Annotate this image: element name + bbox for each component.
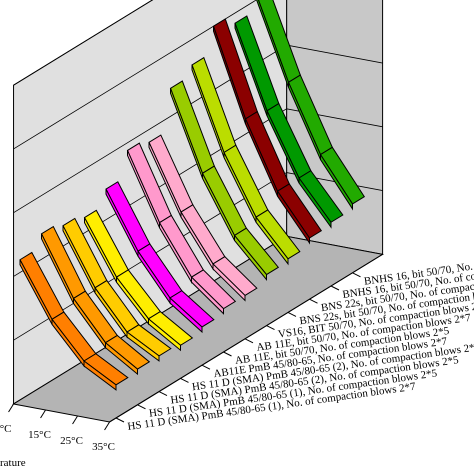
x-tick-label: 15°C bbox=[28, 429, 51, 441]
grid-line bbox=[13, 0, 257, 150]
z-tick-mark bbox=[158, 391, 168, 397]
x-tick-mark bbox=[72, 415, 78, 425]
series-ribbon bbox=[105, 181, 215, 334]
series-ribbon bbox=[83, 209, 194, 352]
ribbon-edge bbox=[169, 296, 203, 334]
ribbon-edge bbox=[126, 331, 160, 362]
series-ribbon bbox=[169, 80, 280, 282]
x-tick-mark bbox=[40, 409, 46, 419]
x-tick-label: °C bbox=[0, 423, 11, 435]
x-tick-labels: °C 15°C 25°C 35°C bbox=[0, 403, 115, 453]
series-ribbon bbox=[191, 56, 301, 266]
x-tick-mark bbox=[8, 403, 14, 413]
series-ribbon bbox=[19, 251, 129, 391]
z-tick-mark bbox=[180, 377, 189, 383]
series-ribbon bbox=[256, 0, 366, 211]
grid-line bbox=[13, 0, 154, 86]
x-tick-label: 25°C bbox=[60, 435, 83, 447]
depth-axis bbox=[109, 253, 383, 423]
grid-line bbox=[13, 108, 383, 277]
z-tick-mark bbox=[266, 325, 275, 331]
z-tick-mark bbox=[201, 364, 211, 370]
ribbon-edge bbox=[298, 176, 332, 229]
ribbon-edge bbox=[320, 152, 353, 211]
x-tick-mark bbox=[104, 421, 110, 431]
series-ribbon bbox=[62, 217, 172, 362]
x-axis-label: rature bbox=[0, 457, 26, 469]
series-ribbon bbox=[212, 18, 323, 245]
ribbon-edge bbox=[234, 234, 267, 282]
chart-ribbons bbox=[19, 0, 366, 391]
ribbon-edge bbox=[191, 275, 224, 315]
ribbon-edge bbox=[105, 341, 138, 376]
z-tick-mark bbox=[309, 298, 318, 304]
ribbon-edge bbox=[212, 262, 246, 302]
z-tick-mark bbox=[115, 417, 125, 423]
z-tick-mark bbox=[352, 272, 361, 278]
ribbon-edge bbox=[83, 360, 117, 391]
ribbon-edge bbox=[277, 189, 310, 245]
series-ribbon bbox=[40, 225, 151, 376]
z-tick-mark bbox=[137, 404, 146, 410]
series-ribbon bbox=[234, 15, 344, 229]
series-ribbon bbox=[148, 134, 258, 302]
z-tick-mark bbox=[287, 311, 297, 317]
ribbon-edge bbox=[255, 215, 289, 266]
z-tick-mark bbox=[330, 285, 340, 291]
series-ribbon bbox=[126, 142, 237, 315]
x-tick-label: 35°C bbox=[92, 441, 115, 453]
ribbon-edge bbox=[148, 317, 181, 352]
z-tick-mark bbox=[244, 338, 254, 344]
z-tick-mark bbox=[223, 351, 232, 357]
